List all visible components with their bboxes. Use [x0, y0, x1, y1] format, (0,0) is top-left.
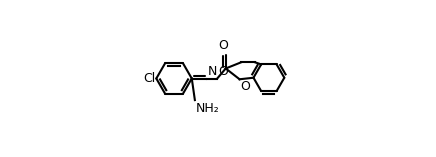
Text: NH₂: NH₂ — [196, 102, 219, 115]
Text: O: O — [240, 80, 250, 93]
Text: N: N — [208, 65, 218, 78]
Text: O: O — [218, 65, 228, 78]
Text: Cl: Cl — [143, 72, 156, 85]
Text: O: O — [218, 38, 228, 51]
